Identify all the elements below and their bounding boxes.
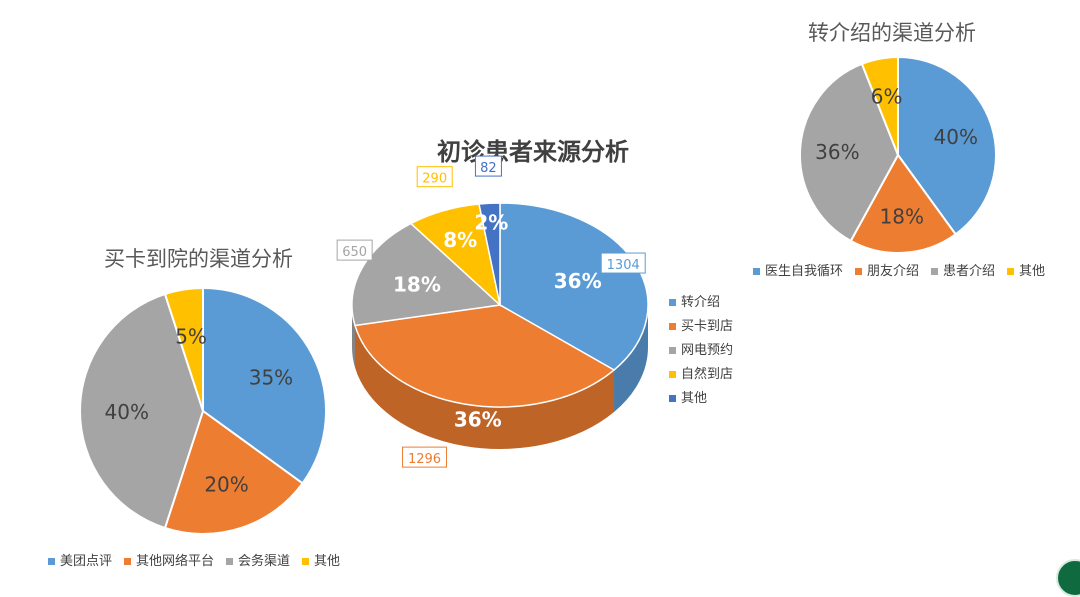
center-legend-swatch-1 [669, 323, 676, 330]
center-value-0: 1304 [607, 258, 640, 273]
center-legend-item-0: 转介绍 [669, 291, 733, 310]
right-label-1: 18% [880, 205, 924, 229]
center-legend-label-4: 其他 [681, 391, 708, 406]
center-value-box-1 [402, 446, 448, 468]
right-legend-label-0: 医生自我循环 [765, 264, 844, 279]
right-slice-2 [799, 62, 900, 243]
center-legend-label-1: 买卡到店 [681, 319, 734, 334]
left-legend-item-0: 美团点评 [48, 550, 112, 569]
left-legend-label-0: 美团点评 [60, 554, 113, 569]
center-value-box-3 [416, 166, 453, 188]
left-legend-swatch-2 [226, 558, 234, 565]
left-legend-swatch-1 [124, 558, 132, 565]
logo-corner [1056, 559, 1080, 597]
center-value-3: 290 [422, 172, 447, 187]
center-percent-1: 36% [454, 407, 502, 431]
center-slice-2 [351, 222, 502, 327]
left-legend-item-3: 其他 [302, 550, 340, 569]
pie-charts: 35% 20% 40% 5% 36% 1304 36% 1296 18% 650 8% 290 2% 8… [79, 55, 997, 535]
center-value-2: 650 [342, 245, 367, 260]
left-label-1: 20% [204, 473, 248, 497]
right-slice-0 [897, 55, 997, 236]
center-legend-item-4: 其他 [669, 387, 733, 406]
center-slice-4 [478, 202, 501, 306]
left-legend-label-3: 其他 [314, 554, 341, 569]
center-value-1: 1296 [408, 452, 441, 467]
left-legend-swatch-0 [48, 558, 55, 565]
right-label-2: 36% [815, 140, 859, 164]
center-legend-item-3: 自然到店 [669, 363, 733, 382]
center-side-2-0 [352, 305, 356, 368]
right-legend-swatch-2 [931, 268, 939, 275]
right-legend-item-2: 患者介绍 [931, 260, 995, 279]
center-slice-1 [354, 304, 616, 408]
right-legend-swatch-1 [855, 268, 863, 275]
left-legend-label-2: 会务渠道 [238, 554, 291, 569]
center-value-box-0 [600, 252, 646, 274]
center-percent-4: 2% [474, 211, 508, 235]
pie-right: 40% 18% 36% 6% [799, 55, 997, 254]
right-legend-item-1: 朋友介绍 [855, 260, 919, 279]
center-value-box-4 [474, 155, 502, 177]
center-legend-item-2: 网电预约 [669, 339, 733, 358]
legend-right: 医生自我循环 朋友介绍 患者介绍 其他 [753, 260, 1057, 279]
right-legend-swatch-3 [1007, 268, 1015, 275]
right-slice-3 [860, 55, 899, 156]
right-legend-label-1: 朋友介绍 [867, 264, 920, 279]
center-legend-swatch-4 [669, 395, 676, 402]
left-slice-2 [79, 292, 205, 530]
center-legend-swatch-0 [669, 299, 676, 306]
left-slice-1 [163, 409, 304, 535]
right-legend-label-2: 患者介绍 [943, 264, 996, 279]
right-slice-1 [849, 153, 958, 254]
center-legend-label-2: 网电预约 [681, 343, 734, 358]
center-value-4: 82 [480, 161, 497, 176]
center-legend-item-1: 买卡到店 [669, 315, 733, 334]
legend-center: 转介绍买卡到店网电预约自然到店其他 [669, 291, 733, 411]
left-legend-item-1: 其他网络平台 [124, 550, 214, 569]
chart-title-left: 买卡到院的渠道分析 [104, 247, 293, 271]
left-label-3: 5% [175, 325, 207, 349]
right-legend-item-3: 其他 [1007, 260, 1045, 279]
chart-title-center: 初诊患者来源分析 [437, 138, 629, 166]
left-label-0: 35% [249, 365, 293, 389]
right-legend-item-0: 医生自我循环 [753, 260, 843, 279]
left-slice-3 [163, 286, 204, 412]
left-label-2: 40% [105, 400, 149, 424]
right-legend-swatch-0 [753, 268, 760, 275]
center-legend-label-0: 转介绍 [681, 295, 721, 310]
center-side-1-0 [355, 325, 615, 450]
center-side-0-0 [614, 305, 648, 413]
center-legend-swatch-3 [669, 371, 676, 378]
center-percent-0: 36% [554, 269, 602, 293]
center-percent-2: 18% [393, 272, 441, 296]
center-legend-label-3: 自然到店 [681, 367, 734, 382]
left-legend-swatch-3 [302, 558, 310, 565]
pie-center-3d: 36% 1304 36% 1296 18% 650 8% 290 2% 82 [336, 155, 649, 468]
legend-left: 美团点评 其他网络平台 会务渠道 其他 [48, 550, 352, 569]
center-percent-3: 8% [443, 228, 477, 252]
pie-left: 35% 20% 40% 5% [79, 286, 327, 535]
right-label-0: 40% [934, 125, 978, 149]
chart-title-right: 转介绍的渠道分析 [808, 21, 976, 45]
left-legend-label-1: 其他网络平台 [136, 554, 215, 569]
left-legend-item-2: 会务渠道 [226, 550, 290, 569]
left-slice-0 [202, 286, 327, 485]
center-legend-swatch-2 [669, 347, 676, 354]
center-value-box-2 [336, 239, 373, 261]
right-label-3: 6% [871, 84, 903, 108]
right-legend-label-3: 其他 [1019, 264, 1046, 279]
